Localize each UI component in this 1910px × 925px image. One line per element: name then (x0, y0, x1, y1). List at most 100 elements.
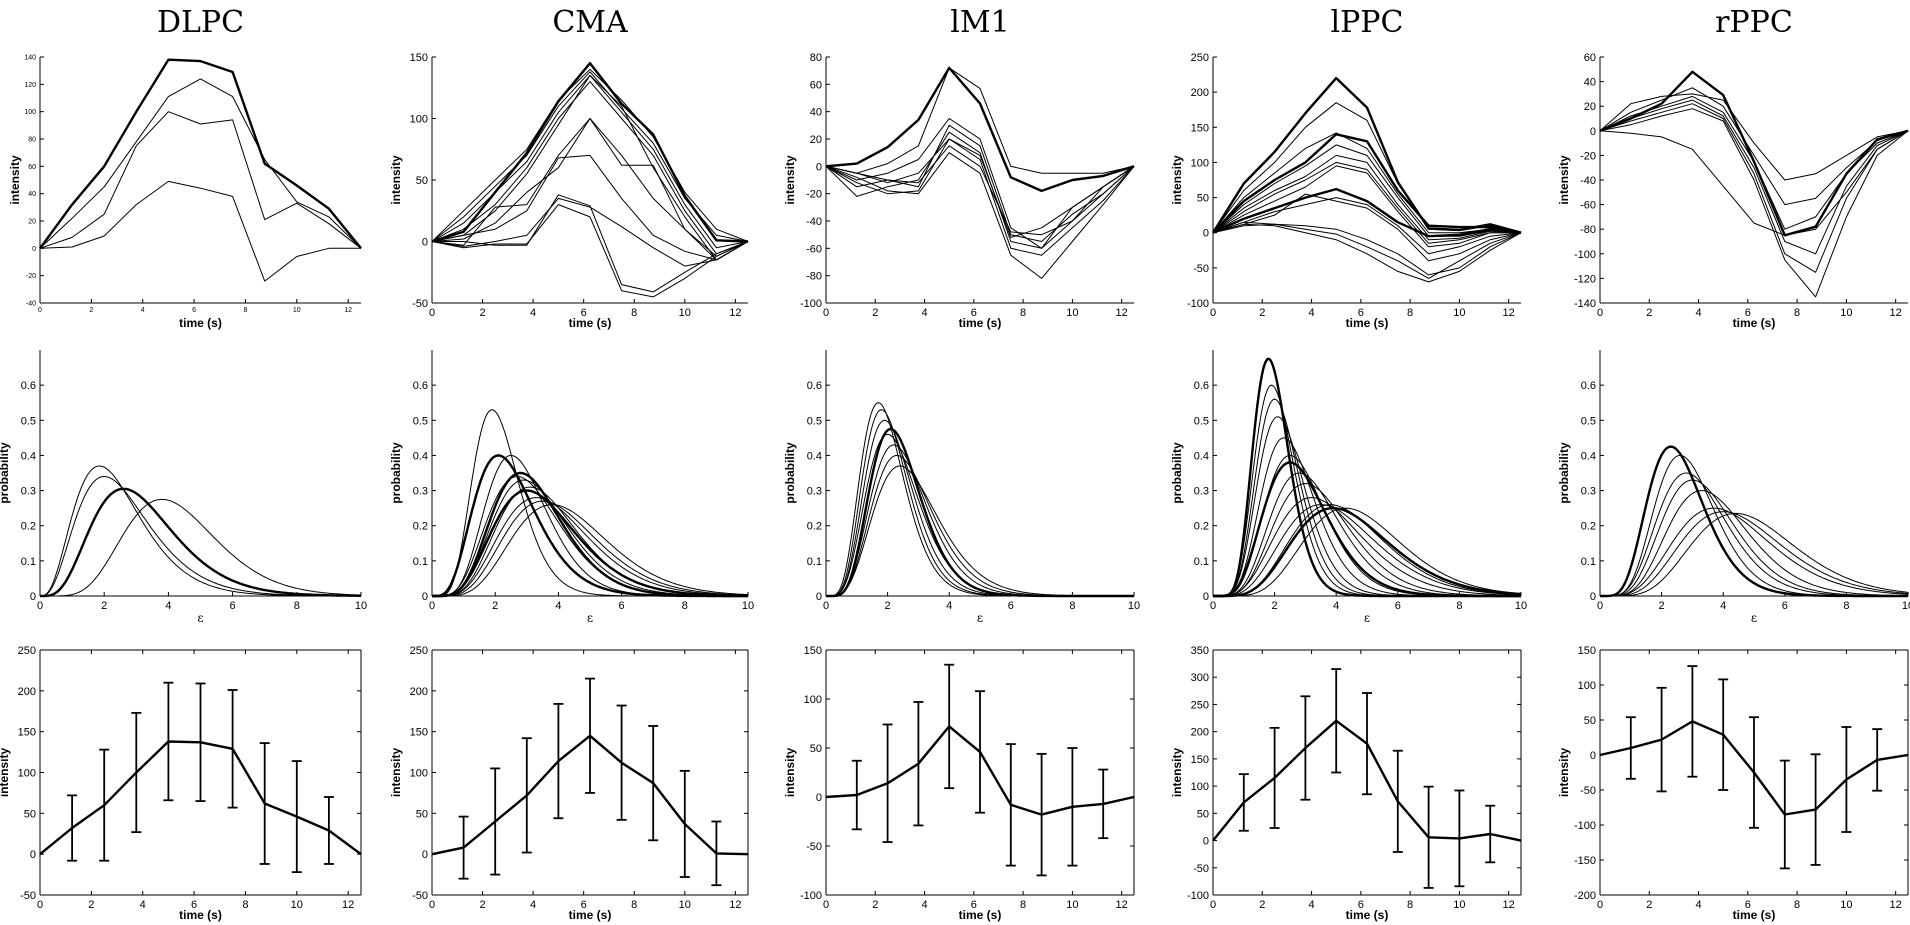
x-tick-label: 0 (1597, 600, 1603, 612)
y-tick-label: -200 (1574, 890, 1596, 902)
y-tick-label: -100 (1574, 249, 1596, 261)
y-tick-label: 40 (28, 191, 36, 198)
x-tick-label: 6 (971, 899, 977, 911)
y-tick-label: 0 (1590, 126, 1596, 138)
y-tick-label: 0.3 (1581, 486, 1596, 498)
y-axis-label: probability (1170, 442, 1184, 504)
x-tick-label: 4 (1333, 600, 1339, 612)
y-axis-label: intensity (8, 155, 22, 205)
series-line (431, 118, 749, 257)
x-tick-label: 2 (89, 307, 93, 314)
x-tick-label: 12 (1503, 307, 1515, 319)
y-tick-label: 350 (1191, 645, 1209, 657)
y-tick-label: -50 (1193, 863, 1209, 875)
x-tick-label: 12 (344, 307, 352, 314)
x-tick-label: 10 (1453, 307, 1465, 319)
chart-panel: lPPC -100 -50 0 50 100 150 200 250 0 2 4 6 8 10 12 time … (1170, 5, 1522, 330)
x-tick-label: 8 (242, 899, 248, 911)
series-line (431, 74, 749, 261)
x-tick-label: 8 (1456, 600, 1462, 612)
y-axis-label: intensity (783, 748, 797, 798)
chart-panel: 0 0.1 0.2 0.3 0.4 0.5 0.6 0 2 4 6 8 10 ε probability (0, 350, 367, 625)
y-tick-label: 0.6 (1194, 380, 1209, 392)
x-axis-label: time (s) (1733, 316, 1776, 330)
density-curve (40, 475, 361, 597)
series-line (432, 194, 749, 293)
y-axis-label: intensity (389, 748, 403, 798)
x-tick-label: 6 (971, 307, 977, 319)
y-tick-label: 0.5 (413, 415, 428, 427)
x-tick-label: 8 (1843, 600, 1849, 612)
y-tick-label: -50 (20, 890, 36, 902)
series-line (431, 74, 749, 249)
series-line (39, 111, 362, 249)
x-tick-label: 2 (1259, 899, 1265, 911)
x-tick-label: 2 (872, 899, 878, 911)
y-tick-label: 0 (816, 591, 822, 603)
y-tick-label: 0.4 (21, 450, 36, 462)
density-curve (1600, 454, 1908, 597)
y-tick-label: 250 (1191, 699, 1209, 711)
y-tick-label: -50 (412, 298, 428, 310)
series-line (1212, 144, 1522, 237)
y-tick-label: 150 (1578, 645, 1596, 657)
density-curve (432, 409, 748, 597)
density-curve (432, 479, 748, 597)
y-tick-label: 40 (810, 107, 822, 119)
x-tick-label: 4 (555, 600, 561, 612)
chart-panel: lM1 -100 -80 -60 -40 -20 0 20 40 60 80 0 2 4 6 8 10 12 tim… (783, 5, 1135, 330)
series-line (1212, 193, 1522, 262)
series-line (39, 180, 361, 282)
y-tick-label: 120 (24, 82, 36, 89)
x-tick-label: 2 (1272, 600, 1278, 612)
x-axis-label: time (s) (179, 908, 222, 922)
density-curve (826, 427, 1134, 598)
x-tick-label: 6 (1745, 899, 1751, 911)
x-tick-label: 6 (581, 899, 587, 911)
y-tick-label: 50 (24, 808, 36, 820)
x-tick-label: 12 (1890, 307, 1902, 319)
chart-panel: -100 -50 0 50 100 150 200 250 300 350 0 2 4 6 8 10 12 tim… (1170, 645, 1522, 922)
x-axis-label: ε (977, 611, 983, 625)
x-tick-label: 2 (885, 600, 891, 612)
y-tick-label: -100 (1187, 890, 1209, 902)
x-axis-label: ε (1751, 611, 1757, 625)
x-tick-label: 8 (1794, 307, 1800, 319)
density-curve (1213, 482, 1521, 597)
x-tick-label: 0 (1597, 899, 1603, 911)
y-tick-label: -100 (1187, 298, 1209, 310)
x-tick-label: 6 (1745, 307, 1751, 319)
x-tick-label: 10 (1128, 600, 1140, 612)
x-axis-label: time (s) (959, 908, 1002, 922)
x-tick-label: 12 (729, 307, 741, 319)
x-tick-label: 6 (1395, 600, 1401, 612)
x-tick-label: 2 (492, 600, 498, 612)
x-tick-label: 10 (1515, 600, 1527, 612)
y-tick-label: 0 (30, 591, 36, 603)
series-line (1212, 187, 1522, 238)
density-curve (1213, 472, 1521, 597)
y-tick-label: 200 (410, 686, 428, 698)
x-tick-label: 0 (37, 600, 43, 612)
x-tick-label: 10 (1902, 600, 1910, 612)
series-line (1212, 132, 1522, 234)
x-tick-label: 10 (1066, 307, 1078, 319)
x-tick-label: 6 (191, 899, 197, 911)
x-tick-label: 6 (1782, 600, 1788, 612)
y-tick-label: -20 (26, 273, 36, 280)
x-tick-label: 4 (1308, 307, 1314, 319)
density-curve (40, 498, 362, 597)
x-tick-label: 8 (1407, 899, 1413, 911)
y-tick-label: 0.2 (21, 521, 36, 533)
x-tick-label: 4 (140, 899, 146, 911)
y-tick-label: 0 (422, 591, 428, 603)
chart-panel: 0 0.1 0.2 0.3 0.4 0.5 0.6 0 2 4 6 8 10 ε probability (1170, 350, 1527, 625)
x-tick-label: 6 (581, 307, 587, 319)
x-tick-label: 12 (342, 899, 354, 911)
x-axis-label: ε (587, 611, 593, 625)
y-axis-label: intensity (1170, 748, 1184, 798)
density-curve (826, 409, 1134, 597)
series-line (431, 154, 749, 261)
chart-panel: -200 -150 -100 -50 0 50 100 150 0 2 4 6 8 10 12 time (s… (1557, 645, 1909, 922)
